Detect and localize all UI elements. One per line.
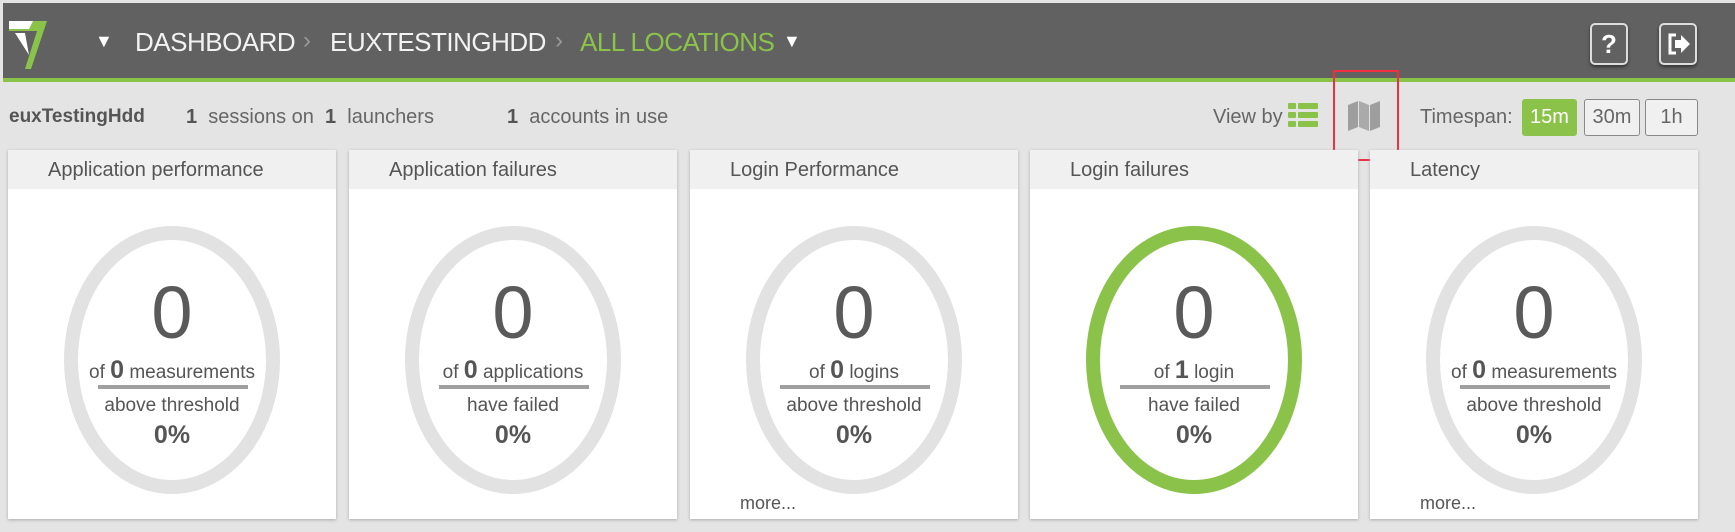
metric-total: of 0 logins — [690, 356, 1018, 385]
map-view-icon[interactable] — [1348, 101, 1380, 131]
metric-subtitle: have failed — [467, 395, 559, 416]
logout-button[interactable] — [1659, 23, 1697, 65]
metric-percent: 0% — [153, 421, 191, 449]
metric-subtitle: above threshold — [1466, 395, 1602, 416]
metric-subtitle: above threshold — [104, 395, 240, 416]
gauge-ring — [746, 226, 962, 494]
metric-card[interactable]: Login failures 0 of 1 login have failed … — [1030, 150, 1358, 519]
total-count: 0 — [110, 356, 125, 384]
gauge-ring — [405, 226, 621, 494]
help-button[interactable]: ? — [1590, 23, 1628, 65]
accounts-count: 1 — [507, 106, 519, 128]
total-count: 0 — [1472, 356, 1487, 384]
card-title: Login failures — [1030, 150, 1358, 189]
metric-percent: 0% — [835, 421, 873, 449]
metric-total: of 0 applications — [349, 356, 677, 385]
total-count: 0 — [830, 356, 845, 384]
divider — [439, 385, 589, 389]
divider — [1460, 385, 1610, 389]
gauge-ring — [1086, 226, 1302, 494]
metric-percent: 0% — [494, 421, 532, 449]
of-label: of — [809, 362, 825, 383]
more-link[interactable]: more... — [1420, 493, 1477, 513]
metric-total: of 0 measurements — [1370, 356, 1698, 385]
metric-value: 0 — [833, 271, 875, 354]
chevron-right-icon: › — [303, 27, 311, 54]
divider — [98, 385, 248, 389]
breadcrumb-all-locations[interactable]: ALL LOCATIONS — [580, 27, 775, 57]
of-label: of — [89, 362, 105, 383]
timespan-30m-button[interactable]: 30m — [1584, 99, 1640, 136]
sessions-count: 1 — [186, 106, 198, 128]
metric-subtitle: above threshold — [786, 395, 922, 416]
total-count: 0 — [463, 356, 478, 384]
locations-caret-icon[interactable]: ▼ — [783, 31, 801, 51]
metric-card[interactable]: Login Performance 0 of 0 logins above th… — [690, 150, 1018, 519]
metric-subtitle: have failed — [1148, 395, 1240, 416]
sessions-label: sessions on — [208, 106, 314, 128]
timespan-label: Timespan: — [1420, 106, 1513, 128]
metric-value: 0 — [1513, 271, 1555, 354]
unit-label: logins — [849, 362, 899, 383]
timespan-1h-button[interactable]: 1h — [1645, 99, 1698, 136]
location-name: euxTestingHdd — [9, 106, 145, 127]
launchers-count: 1 — [325, 106, 337, 128]
unit-label: applications — [482, 362, 584, 383]
view-by-label: View by — [1213, 106, 1283, 128]
metric-percent: 0% — [1175, 421, 1213, 449]
metric-value: 0 — [151, 271, 193, 354]
card-title: Application failures — [349, 150, 677, 189]
metric-card[interactable]: Application failures 0 of 0 applications… — [349, 150, 677, 519]
list-view-icon[interactable] — [1288, 103, 1318, 127]
logo-icon[interactable] — [7, 15, 49, 71]
sessions-summary: 1 sessions on 1 launchers — [186, 106, 434, 129]
logout-icon — [1668, 33, 1690, 55]
unit-label: measurements — [129, 362, 255, 383]
card-title: Login Performance — [690, 150, 1018, 189]
divider — [780, 385, 930, 389]
of-label: of — [1451, 362, 1467, 383]
chevron-right-icon: › — [555, 27, 563, 54]
breadcrumb-dashboard[interactable]: DASHBOARD — [135, 27, 296, 57]
top-bar: ▼ DASHBOARD › EUXTESTINGHDD › ALL LOCATI… — [3, 3, 1735, 82]
card-title: Latency — [1370, 150, 1698, 189]
breadcrumb-euxtestinghdd[interactable]: EUXTESTINGHDD — [330, 27, 546, 57]
metric-value: 0 — [492, 271, 534, 354]
of-label: of — [1153, 362, 1170, 383]
gauge-ring — [1426, 226, 1642, 494]
unit-label: login — [1194, 362, 1235, 383]
metric-total: of 0 measurements — [8, 356, 336, 385]
gauge-ring — [64, 226, 280, 494]
highlight-box — [1333, 70, 1399, 161]
metric-card[interactable]: Latency 0 of 0 measurements above thresh… — [1370, 150, 1698, 519]
more-link[interactable]: more... — [740, 493, 797, 513]
accounts-summary: 1 accounts in use — [507, 106, 668, 129]
metric-value: 0 — [1173, 271, 1215, 354]
unit-label: measurements — [1491, 362, 1617, 383]
card-title: Application performance — [8, 150, 336, 189]
metric-percent: 0% — [1515, 421, 1553, 449]
divider — [1120, 385, 1270, 389]
metric-total: of 1 login — [1030, 356, 1358, 385]
of-label: of — [442, 362, 459, 383]
metric-card[interactable]: Application performance 0 of 0 measureme… — [8, 150, 336, 519]
timespan-15m-button[interactable]: 15m — [1522, 99, 1577, 136]
accounts-label: accounts in use — [529, 106, 669, 128]
total-count: 1 — [1174, 356, 1189, 384]
launchers-label: launchers — [347, 106, 434, 128]
menu-caret-icon[interactable]: ▼ — [95, 31, 113, 51]
